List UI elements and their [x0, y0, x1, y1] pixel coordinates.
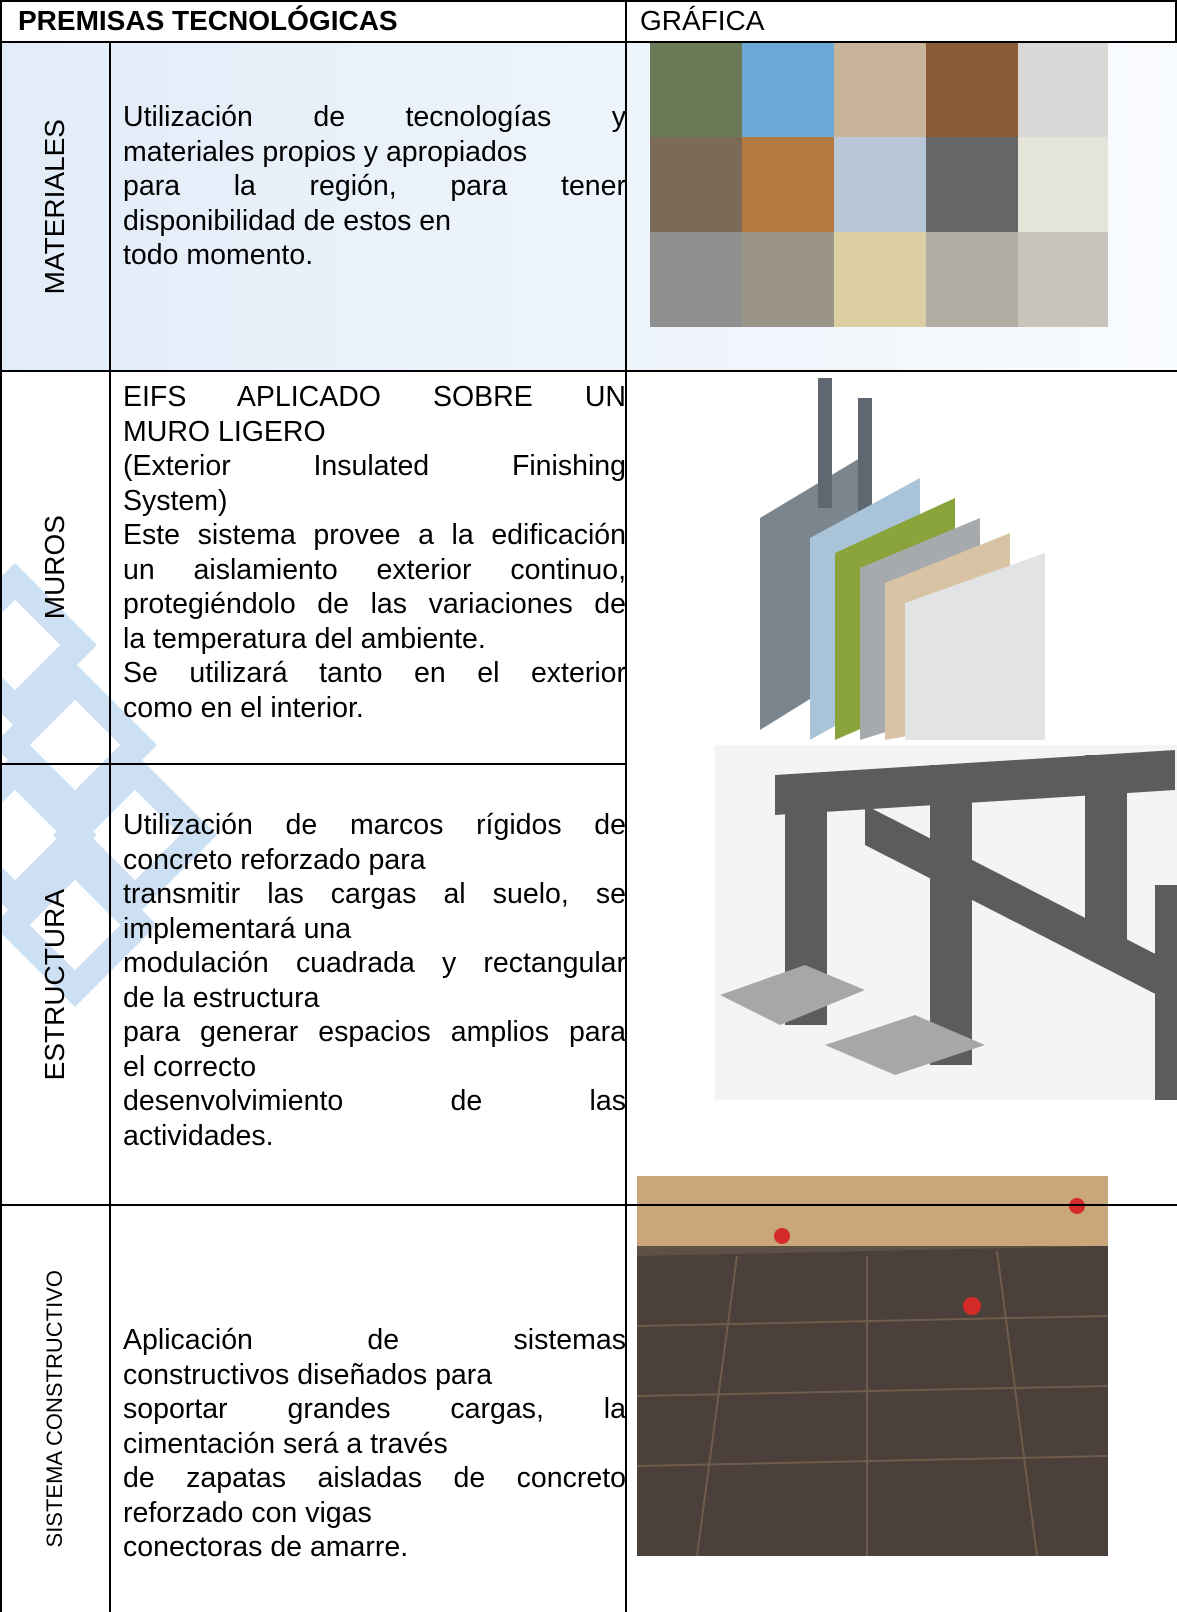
header-title: PREMISAS TECNOLÓGICAS [18, 5, 398, 36]
row-label-text: MATERIALES [39, 118, 70, 295]
row-label-text: SISTEMA CONSTRUCTIVO [42, 1269, 67, 1548]
eifs-layers-illustration [740, 368, 1070, 740]
text-line: (Exterior Insulated Finishing [123, 450, 626, 482]
text-line: disponibilidad de estos en [123, 204, 451, 237]
text-line: de la estructura [123, 981, 320, 1014]
text-line: System) [123, 484, 228, 517]
text-line: el correcto [123, 1050, 257, 1083]
text-line: implementará una [123, 912, 352, 945]
collage [650, 42, 1108, 327]
text-line: cimentación será a través [123, 1427, 448, 1460]
text-line: reforzado con vigas [123, 1496, 372, 1529]
row-label: ESTRUCTURA [0, 764, 110, 1205]
row-label: SISTEMA CONSTRUCTIVO [0, 1205, 110, 1612]
text-line: Se utilizará tanto en el exterior [123, 657, 626, 689]
row-label: MATERIALES [0, 42, 110, 371]
text-line: EIFS APLICADO SOBRE UN [123, 381, 626, 413]
text-line: MURO LIGERO [123, 415, 326, 448]
text-line: la temperatura del ambiente. [123, 622, 486, 655]
text-line: Aplicación de sistemas [123, 1324, 626, 1356]
row-label-text: ESTRUCTURA [39, 888, 70, 1081]
text-line: protegiéndolo de las variaciones de [123, 588, 626, 620]
row-text: Utilización de marcos rígidos de concreto… [123, 808, 626, 1153]
text-line: conectoras de amarre. [123, 1531, 409, 1563]
row-text: EIFS APLICADO SOBRE UN MURO LIGERO (Exteri… [123, 380, 626, 725]
row-label-text: MUROS [39, 515, 70, 620]
text-line: transmitir las cargas al suelo, se [123, 878, 626, 910]
text-line: para generar espacios amplios para [123, 1016, 626, 1048]
text-line: Utilización de tecnologías y [123, 101, 626, 133]
text-line: Utilización de marcos rígidos de [123, 809, 626, 841]
row-text: Aplicación de sistemas constructivos dise… [123, 1323, 626, 1565]
text-line: concreto reforzado para [123, 843, 426, 876]
eifs-svg [760, 378, 1045, 740]
construction-photo [636, 1176, 1109, 1557]
text-line: un aislamiento exterior continuo, [123, 553, 626, 586]
text-line: de zapatas aisladas de concreto [123, 1462, 626, 1494]
photo-svg [636, 1176, 1109, 1557]
text-line: soportar grandes cargas, la [123, 1393, 626, 1425]
text-line: todo momento. [123, 239, 314, 271]
text-line: desenvolvimiento de las [123, 1085, 626, 1117]
text-line: Este sistema provee a la edificación [123, 519, 626, 551]
row-label: MUROS [0, 371, 110, 764]
header-graphic: GRÁFICA [640, 5, 765, 36]
materials-collage [650, 42, 1108, 327]
text-line: materiales propios y apropiados [123, 135, 527, 168]
structure-illustration [715, 745, 1177, 1100]
structure-svg [720, 750, 1177, 1100]
text-line: para la región, para tener [123, 170, 626, 202]
text-line: como en el interior. [123, 691, 364, 724]
text-line: actividades. [123, 1119, 274, 1152]
text-line: modulación cuadrada y rectangular [123, 947, 626, 979]
text-line: constructivos diseñados para [123, 1358, 493, 1391]
row-text: Utilización de tecnologías y materiales p… [123, 100, 626, 273]
